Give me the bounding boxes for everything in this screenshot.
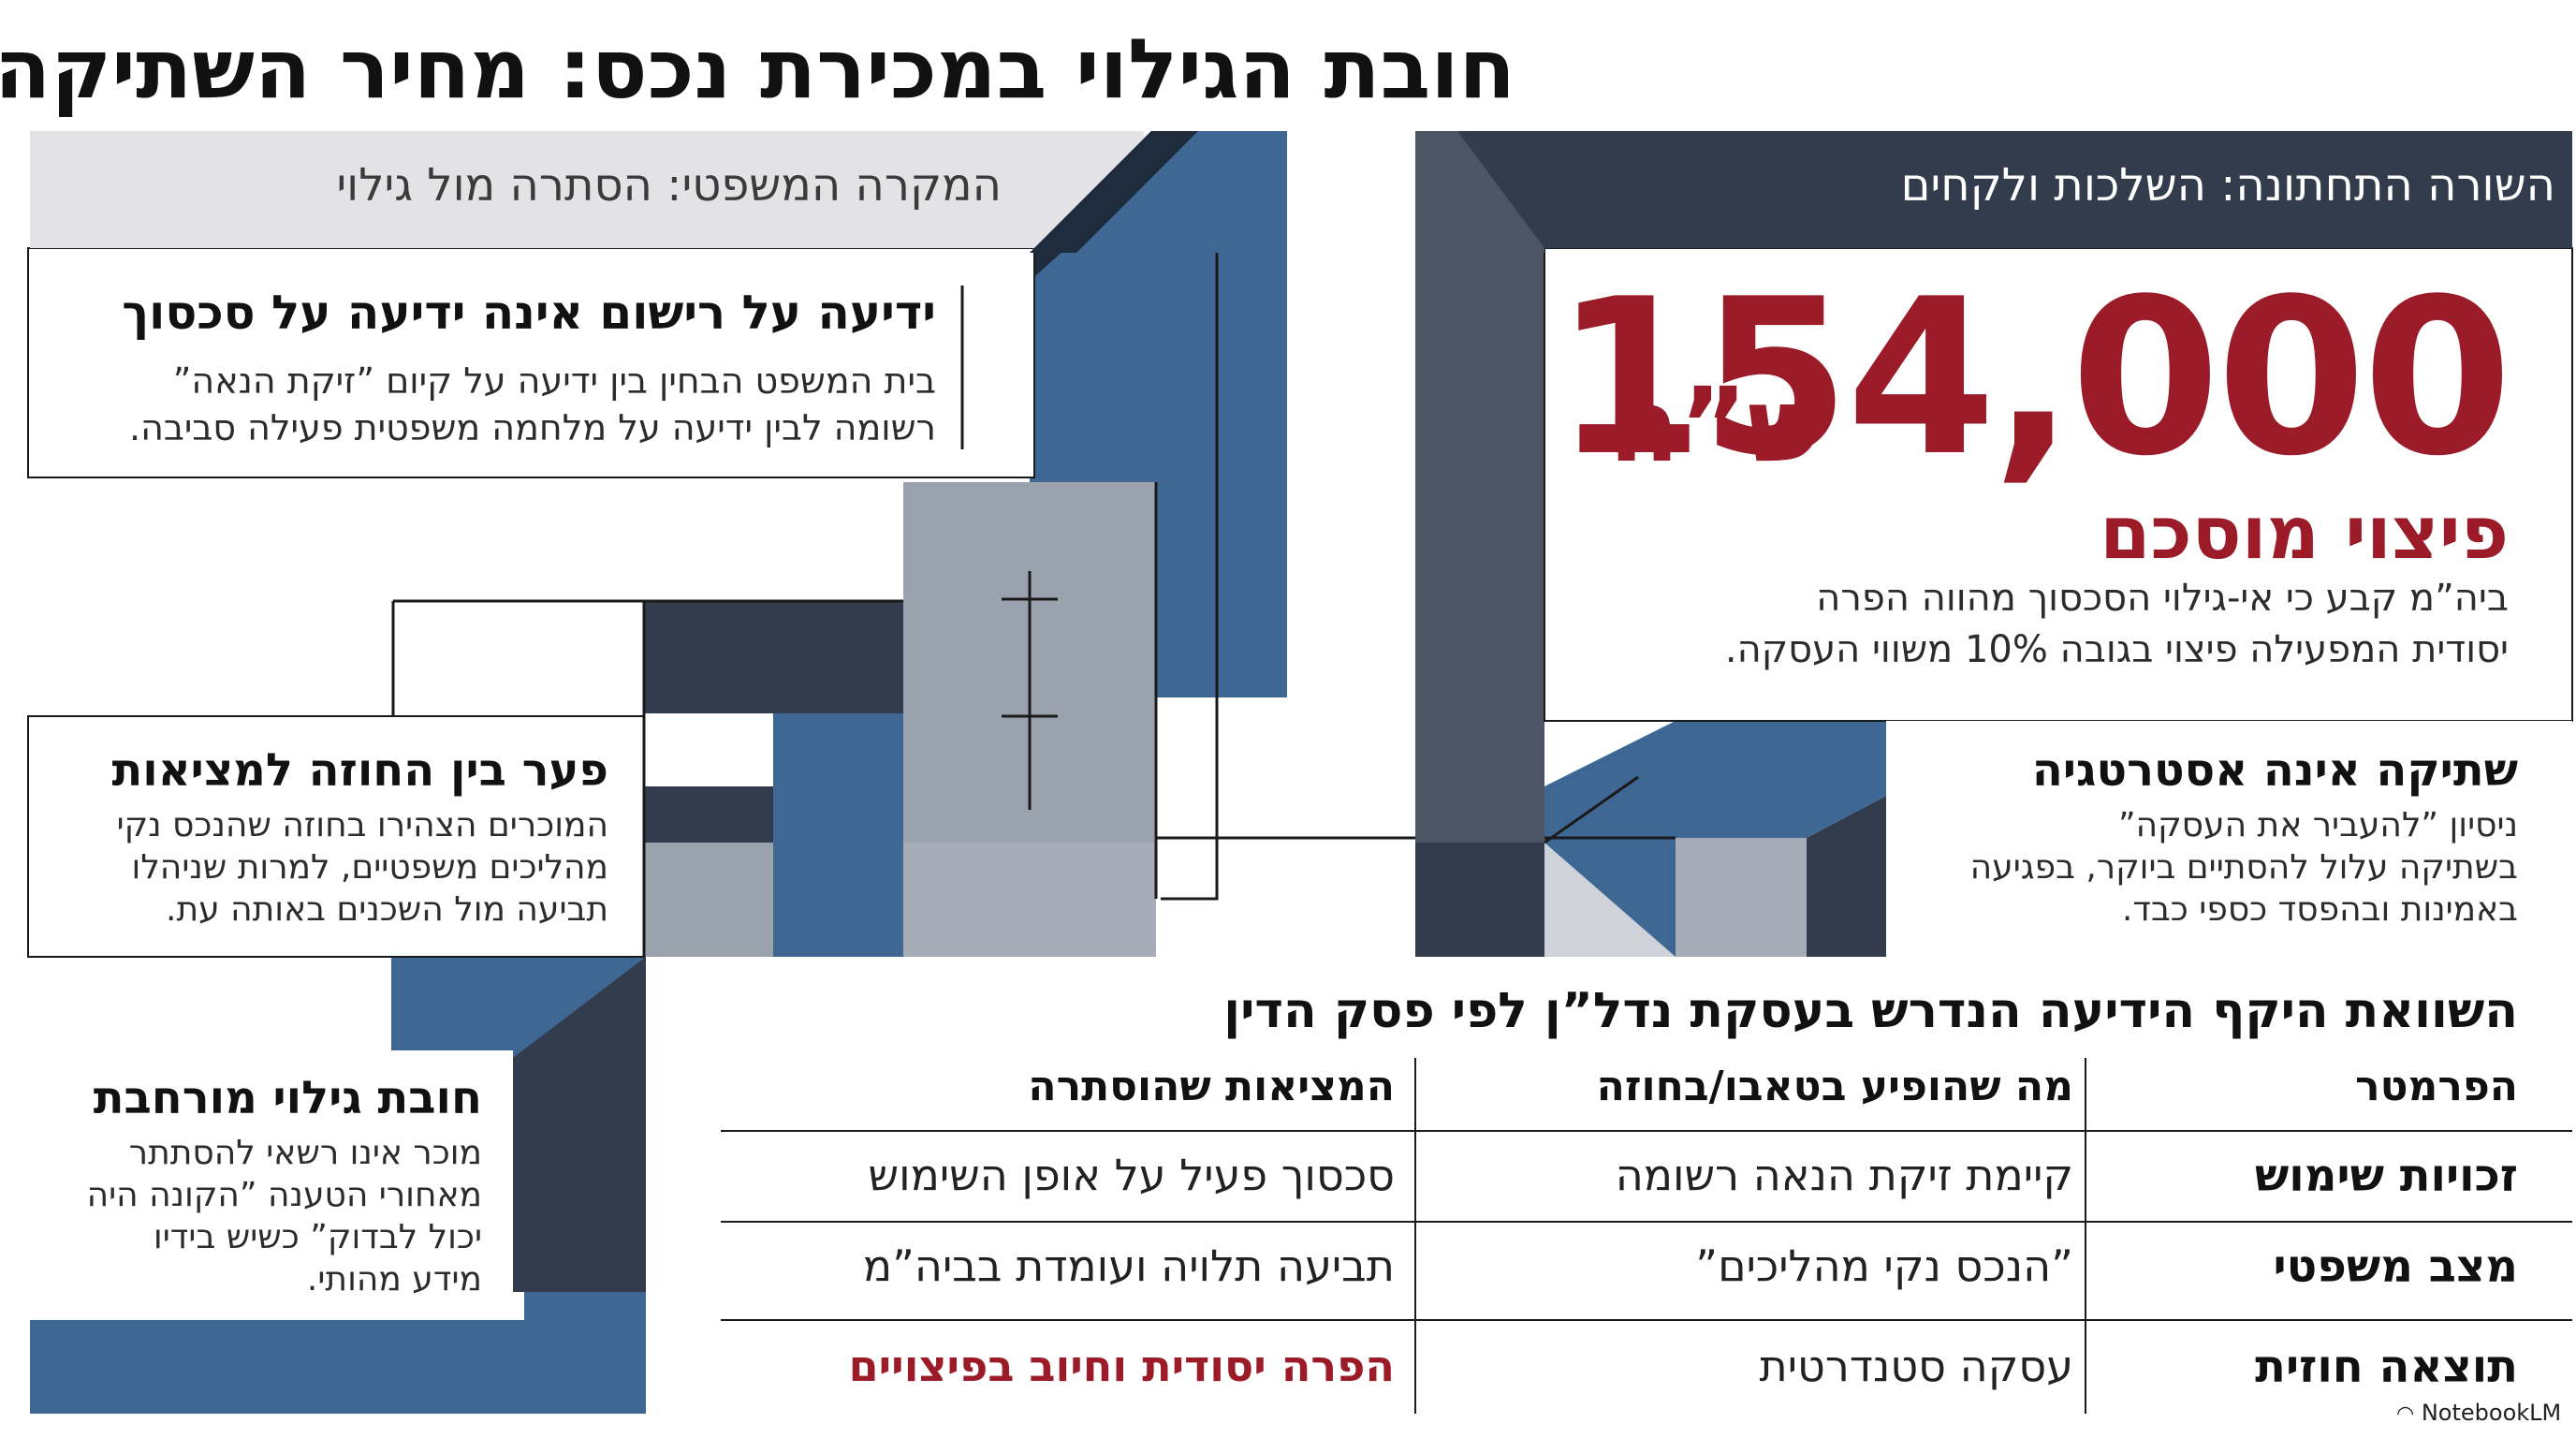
blue-cube-top [1807, 721, 1886, 838]
comparison-table-title: השוואת היקף הידיעה הנדרש בעסקת נדל”ן לפי… [1223, 983, 2518, 1039]
duty-heading: חובת גילוי מורחבת [93, 1072, 482, 1124]
compensation-body-line2: יסודית המפעילה פיצוי בגובה 10% משווי העס… [1724, 628, 2509, 671]
dark-square-a [644, 601, 773, 713]
compensation-amount: 154,000 [1554, 254, 2512, 504]
knowledge-heading: ידיעה על רישום אינה ידיעה על סכסוך [122, 286, 936, 340]
left-header-label: המקרה המשפטי: הסתרה מול גילוי [336, 159, 1002, 212]
table-row-3-reality: הפרה יסודית וחיוב בפיצויים [848, 1341, 1395, 1391]
brand-footer: ◠ NotebookLM [2396, 1400, 2565, 1426]
blue-base-right [524, 1292, 646, 1414]
table-header-registry: מה שהופיע בטאבו/בחוזה [1596, 1063, 2073, 1110]
duty-body-line4: מידע מהותי. [306, 1260, 482, 1299]
page-title: חובת הגילוי במכירת נכס: מחיר השתיקה [0, 21, 1515, 117]
silence-body-line3: באמינות ובהפסד כספי כבד. [2121, 890, 2518, 929]
dark-panel-right [1415, 131, 1544, 957]
dark-diagonal-lower [513, 957, 646, 1292]
table-header-parameter: הפרמטר [2355, 1063, 2518, 1110]
left-header-bar [30, 131, 1144, 248]
table-row-2-reality: תביעה תלויה ועומדת בביה”מ [862, 1240, 1395, 1291]
gap-body-line1: המוכרים הצהירו בחוזה שהנכס נקי [116, 806, 608, 844]
notebooklm-logo-icon: ◠ [2396, 1402, 2415, 1426]
gray-square-right [1676, 838, 1807, 957]
box-gap [27, 715, 645, 958]
gray-strip-e [644, 843, 773, 957]
knowledge-body-line1: בית המשפט הבחין בין ידיעה על קיום ”זיקת … [172, 360, 936, 402]
blue-square-right [1676, 721, 1807, 838]
table-row-1-reality: סכסוך פעיל על אופן השימוש [868, 1150, 1396, 1200]
compensation-label: פיצוי מוסכם [2100, 492, 2509, 576]
box-knowledge [27, 247, 1035, 478]
table-row-3-parameter: תוצאה חוזית [2255, 1341, 2518, 1393]
right-header-bar [1457, 131, 2572, 248]
dark-square-b [773, 601, 903, 713]
duty-body-line1: מוכר אינו רשאי להסתתר [128, 1134, 482, 1172]
gap-body-line3: תביעה מול השכנים באותה עת. [166, 890, 608, 929]
gray-diagonal-right [1544, 843, 1676, 957]
gap-body-line2: מהליכים משפטיים, למרות שניהלו [131, 848, 608, 887]
silence-body-line1: ניסיון ”להעביר את העסקה” [2117, 806, 2518, 844]
blue-bar-lower-left [391, 957, 513, 1050]
header-diagonal-accent [1030, 131, 1287, 253]
right-header-label: השורה התחתונה: השלכות ולקחים [1900, 159, 2555, 212]
right-header-diagonal-accent [1415, 131, 1544, 253]
knowledge-body-line2: רשומה לבין ידיעה על מלחמה משפטית פעילה ס… [129, 407, 936, 448]
gap-heading: פער בין החוזה למציאות [111, 744, 608, 797]
compensation-currency: ש”ח [1608, 365, 1825, 485]
blue-diagonal-lower [513, 957, 646, 1058]
box-compensation [1544, 247, 2573, 722]
brand-label: NotebookLM [2421, 1400, 2562, 1426]
box-duty [30, 1050, 513, 1320]
table-row-3-registry: עסקה סטנדרטית [1759, 1341, 2073, 1391]
table-grid [721, 1058, 2572, 1414]
gray-block-bottom [903, 843, 1156, 957]
dark-cube-right [1807, 796, 1886, 957]
compensation-body-line1: ביה”מ קבע כי אי-גילוי הסכסוך מהווה הפרה [1816, 577, 2509, 620]
table-header-reality: המציאות שהוסתרה [1028, 1063, 1395, 1110]
silence-body-line2: בשתיקה עלול להסתיים ביוקר, בפגיעה [1969, 848, 2518, 887]
table-row-1-parameter: זכויות שימוש [2254, 1150, 2518, 1202]
silence-heading: שתיקה אינה אסטרטגיה [2031, 744, 2518, 797]
duty-body-line3: יכול לבדוק” כשיש בידיו [153, 1218, 482, 1256]
box-silence [1886, 721, 2572, 957]
blue-square-c [773, 713, 903, 957]
table-row-1-registry: קיימת זיקת הנאה רשומה [1615, 1150, 2073, 1200]
table-row-2-parameter: מצב משפטי [2273, 1240, 2519, 1293]
dark-block-right [1415, 843, 1544, 957]
dark-strip-d [644, 786, 773, 843]
table-row-2-registry: ”הנכס נקי מהליכים” [1695, 1240, 2073, 1291]
duty-body-line2: מאחורי הטענה ”הקונה היה [86, 1176, 482, 1214]
